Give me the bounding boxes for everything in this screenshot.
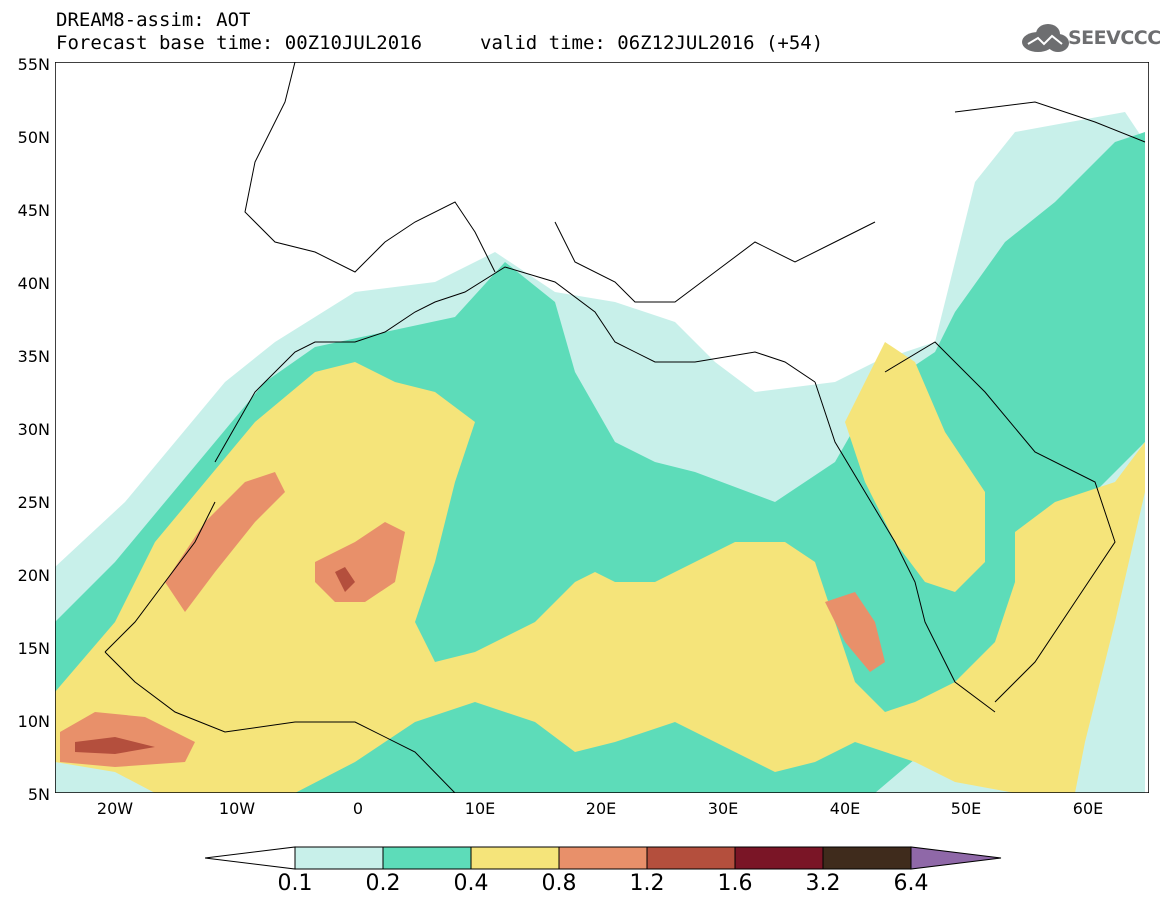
colorbar-label-0.2: 0.2 [365, 871, 401, 896]
colorbar-swatch-0.8 [558, 846, 648, 870]
lon-label-60E: 60E [1072, 799, 1104, 818]
title-base-time: Forecast base time: 00Z10JUL2016 [56, 32, 423, 54]
lon-label-40E: 40E [829, 799, 861, 818]
lat-label-25N: 25N [17, 493, 50, 512]
lat-label-20N: 20N [17, 566, 50, 585]
aot-contour-1.2-sahel [335, 567, 355, 592]
colorbar-swatch-1.6 [734, 846, 824, 870]
colorbar-swatch-0.1 [294, 846, 384, 870]
colorbar-label-1.2: 1.2 [629, 871, 665, 896]
logo-text: SEEVCCC [1068, 27, 1161, 49]
aot-contour-0.8-coast [60, 712, 195, 767]
coastlines [104, 62, 1146, 793]
colorbar-label-1.6: 1.6 [717, 871, 753, 896]
lat-label-45N: 45N [17, 201, 50, 220]
colorbar-swatch-lt-0.1 [205, 846, 296, 870]
colorbar-swatch-3.2 [822, 846, 912, 870]
aot-map [55, 62, 1149, 793]
lat-label-15N: 15N [17, 639, 50, 658]
colorbar-swatch-1.2 [646, 846, 736, 870]
colorbar [205, 846, 1002, 870]
colorbar-label-0.8: 0.8 [541, 871, 577, 896]
lat-label-50N: 50N [17, 128, 50, 147]
lon-label-10W: 10W [218, 799, 256, 818]
aot-contour-0.8-west [165, 472, 285, 612]
aot-contour-0.8-mali [315, 522, 405, 602]
lat-label-5N: 5N [27, 785, 50, 804]
lon-label-30E: 30E [707, 799, 739, 818]
lon-label-20W: 20W [96, 799, 134, 818]
lon-label-20E: 20E [585, 799, 617, 818]
lat-label-55N: 55N [17, 55, 50, 74]
colorbar-swatch-0.4 [470, 846, 560, 870]
colorbar-swatch-0.2 [382, 846, 472, 870]
lon-label-10E: 10E [464, 799, 496, 818]
aot-contour-1.2 [75, 737, 155, 754]
lon-label-0: 0 [352, 799, 364, 818]
lat-label-10N: 10N [17, 712, 50, 731]
lat-label-30N: 30N [17, 420, 50, 439]
lat-label-35N: 35N [17, 347, 50, 366]
colorbar-label-0.4: 0.4 [453, 871, 489, 896]
aot-contour-0.4 [55, 362, 1145, 793]
title-valid-time: valid time: 06Z12JUL2016 (+54) [480, 32, 824, 54]
lat-label-40N: 40N [17, 274, 50, 293]
colorbar-swatch-gt-6.4 [910, 846, 1002, 870]
colorbar-label-6.4: 6.4 [893, 871, 929, 896]
colorbar-label-0.1: 0.1 [277, 871, 313, 896]
colorbar-label-3.2: 3.2 [805, 871, 841, 896]
aot-contour-0.8-horn [825, 592, 885, 672]
cloud-icon [1022, 24, 1069, 52]
lon-label-50E: 50E [950, 799, 982, 818]
aot-contour-0.4-arabia [845, 342, 985, 592]
title-model: DREAM8-assim: AOT [56, 9, 251, 31]
